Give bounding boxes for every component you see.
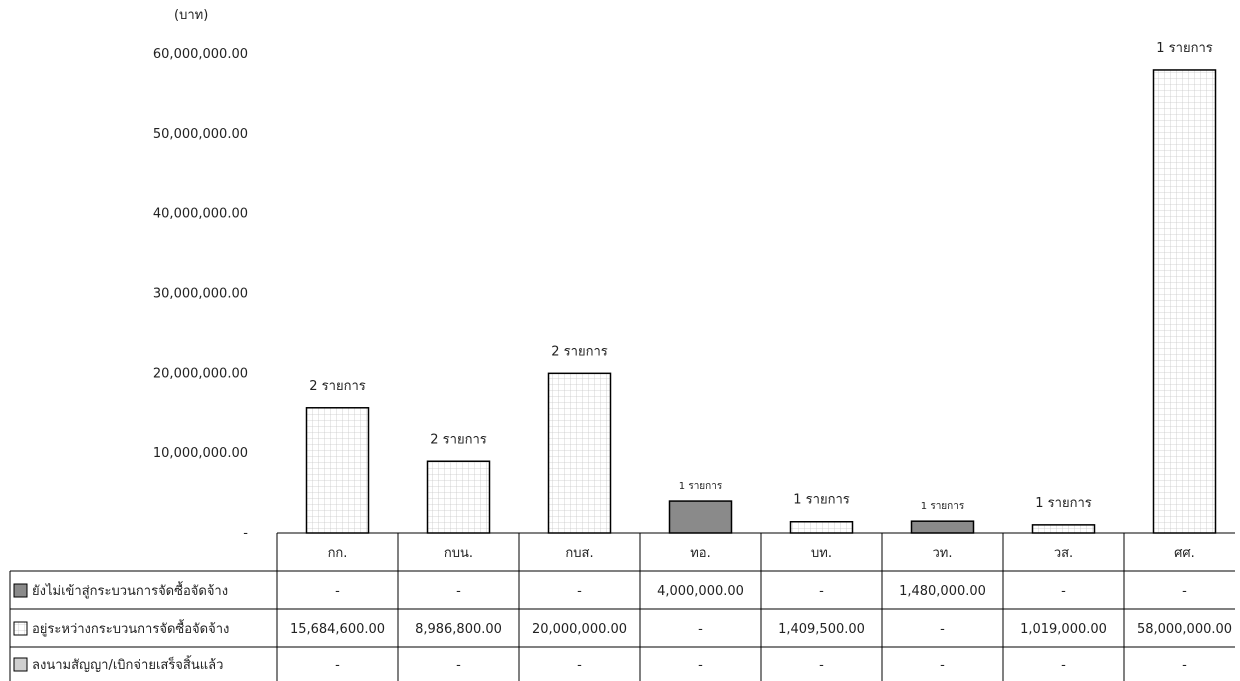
table-cell: - [698, 622, 703, 637]
bar-data-label: 1 รายการ [1156, 41, 1212, 56]
y-axis-unit-label: (บาท) [174, 8, 208, 23]
bar-data-label: 2 รายการ [309, 379, 365, 394]
table-cell: - [1061, 658, 1066, 673]
table-cell: - [819, 658, 824, 673]
category-label: ศศ. [1174, 546, 1195, 561]
category-label: กก. [328, 546, 348, 561]
bar-data-label: 1 รายการ [793, 493, 849, 508]
table-cell: - [1182, 658, 1187, 673]
table-cell: 1,480,000.00 [899, 584, 986, 599]
table-cell: 4,000,000.00 [657, 584, 744, 599]
table-cell: 1,019,000.00 [1020, 622, 1107, 637]
legend-series-name: อยู่ระหว่างกระบวนการจัดซื้อจัดจ้าง [32, 619, 229, 637]
table-cell: - [698, 658, 703, 673]
table-cell: 1,409,500.00 [778, 622, 865, 637]
category-label: กบน. [444, 546, 473, 561]
legend-swatch [13, 583, 28, 598]
table-cell: 58,000,000.00 [1137, 622, 1232, 637]
bar-data-label: 2 รายการ [430, 432, 486, 447]
bar-data-label: 1 รายการ [679, 481, 723, 492]
y-tick-label: 60,000,000.00 [153, 47, 248, 62]
y-tick-label: 50,000,000.00 [153, 127, 248, 142]
table-cell: 8,986,800.00 [415, 622, 502, 637]
legend-swatch [13, 657, 28, 672]
table-cell: - [940, 658, 945, 673]
category-label: บท. [811, 546, 832, 561]
legend-series-name: ลงนามสัญญา/เบิกจ่ายเสร็จสิ้นแล้ว [32, 655, 223, 673]
table-cell: - [456, 658, 461, 673]
table-cell: - [577, 584, 582, 599]
y-tick-label: 10,000,000.00 [153, 446, 248, 461]
legend-series-name: ยังไม่เข้าสู่กระบวนการจัดซื้อจัดจ้าง [32, 581, 228, 599]
y-tick-label: 20,000,000.00 [153, 366, 248, 381]
bar [789, 520, 854, 534]
bar [426, 460, 491, 534]
bar-data-label: 2 รายการ [551, 344, 607, 359]
table-cell: 15,684,600.00 [290, 622, 385, 637]
table-cell: - [335, 658, 340, 673]
y-tick-label: 30,000,000.00 [153, 287, 248, 302]
legend-swatch [13, 621, 28, 636]
bar [1152, 69, 1217, 534]
category-label: กบส. [565, 546, 593, 561]
table-cell: - [940, 622, 945, 637]
bar-data-label: 1 รายการ [1035, 496, 1091, 511]
y-tick-label: - [243, 526, 248, 541]
table-cell: - [335, 584, 340, 599]
table-cell: - [577, 658, 582, 673]
y-tick-label: 40,000,000.00 [153, 207, 248, 222]
category-label: วท. [932, 546, 952, 561]
table-cell: - [1182, 584, 1187, 599]
category-label: วส. [1054, 546, 1073, 561]
bar [1031, 524, 1096, 534]
table-cell: 20,000,000.00 [532, 622, 627, 637]
bar [547, 372, 612, 534]
bar-data-label: 1 รายการ [921, 501, 965, 512]
bar [910, 520, 975, 534]
table-cell: - [456, 584, 461, 599]
table-cell: - [1061, 584, 1066, 599]
table-cell: - [819, 584, 824, 599]
bar [668, 500, 733, 534]
bar [305, 407, 370, 534]
category-label: ทอ. [690, 546, 711, 561]
